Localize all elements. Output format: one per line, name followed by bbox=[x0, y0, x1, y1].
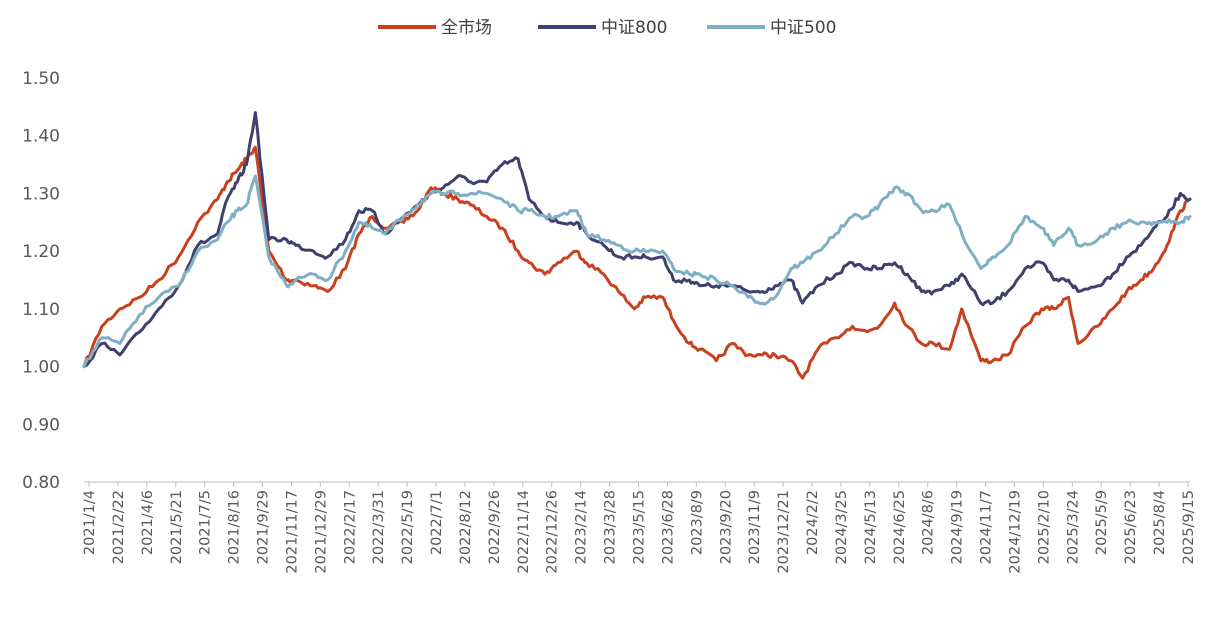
y-tick-label: 0.90 bbox=[22, 415, 60, 435]
x-tick-label: 2024/6/25 bbox=[892, 490, 908, 564]
x-tick-label: 2022/5/19 bbox=[400, 490, 416, 564]
x-tick-label: 2025/2/10 bbox=[1036, 490, 1052, 564]
x-tick-label: 2021/2/22 bbox=[111, 490, 127, 564]
x-tick-label: 2022/2/17 bbox=[342, 490, 358, 564]
series-line-2 bbox=[82, 111, 1192, 369]
y-tick-label: 1.00 bbox=[22, 358, 60, 378]
series-lines bbox=[82, 111, 1192, 380]
x-tick-label: 2025/3/24 bbox=[1065, 490, 1081, 564]
y-tick-label: 1.40 bbox=[22, 127, 60, 147]
y-tick-label: 1.20 bbox=[22, 242, 60, 262]
x-tick-label: 2021/4/6 bbox=[140, 490, 156, 555]
x-tick-label: 2024/9/19 bbox=[950, 490, 966, 564]
x-tick-label: 2023/3/28 bbox=[603, 490, 619, 564]
x-tick-label: 2024/11/7 bbox=[979, 490, 995, 564]
x-tick-label: 2023/6/28 bbox=[660, 490, 676, 564]
series-line-3 bbox=[82, 174, 1192, 369]
x-tick-label: 2025/9/15 bbox=[1181, 490, 1197, 564]
x-tick-label: 2021/8/16 bbox=[227, 490, 243, 564]
legend: 全市场 中证800 中证500 bbox=[378, 18, 836, 38]
x-tick-label: 2024/12/19 bbox=[1007, 490, 1023, 574]
x-tick-label: 2024/5/13 bbox=[863, 490, 879, 564]
x-tick-label: 2022/11/14 bbox=[516, 490, 532, 574]
y-tick-label: 1.50 bbox=[22, 69, 60, 89]
y-tick-label: 1.30 bbox=[22, 184, 60, 204]
x-tick-label: 2022/8/12 bbox=[458, 490, 474, 564]
legend-label: 中证500 bbox=[770, 18, 836, 38]
x-tick-label: 2023/9/20 bbox=[718, 490, 734, 564]
y-tick-label: 1.10 bbox=[22, 300, 60, 320]
y-axis: 0.80 0.90 1.00 1.10 1.20 1.30 1.40 1.50 bbox=[22, 69, 60, 493]
y-tick-label: 0.80 bbox=[22, 473, 60, 493]
x-tick-label: 2023/5/15 bbox=[632, 490, 648, 564]
x-tick-label: 2025/8/4 bbox=[1152, 490, 1168, 555]
x-tick-label: 2023/11/9 bbox=[747, 490, 763, 564]
x-tick-label: 2025/5/9 bbox=[1094, 490, 1110, 555]
legend-label: 全市场 bbox=[441, 18, 492, 38]
x-tick-label: 2021/12/29 bbox=[313, 490, 329, 574]
x-tick-label: 2022/7/1 bbox=[429, 490, 445, 555]
x-tick-label: 2021/9/29 bbox=[256, 490, 272, 564]
x-axis: 2021/1/4 2021/2/22 2021/4/6 2021/5/21 2021/7… bbox=[82, 481, 1197, 574]
x-tick-label: 2021/11/17 bbox=[284, 490, 300, 574]
x-tick-label: 2022/12/26 bbox=[545, 490, 561, 574]
x-tick-label: 2024/8/6 bbox=[921, 490, 937, 555]
x-tick-label: 2023/8/9 bbox=[689, 490, 705, 555]
x-tick-label: 2024/3/25 bbox=[834, 490, 850, 564]
x-tick-label: 2022/3/31 bbox=[371, 490, 387, 564]
series-line-1 bbox=[82, 145, 1192, 380]
x-tick-label: 2021/7/5 bbox=[198, 490, 214, 555]
x-tick-label: 2021/5/21 bbox=[169, 490, 185, 564]
legend-label: 中证800 bbox=[601, 18, 667, 38]
x-tick-label: 2025/6/23 bbox=[1123, 490, 1139, 564]
x-tick-label: 2023/2/14 bbox=[574, 490, 590, 564]
x-tick-label: 2022/9/26 bbox=[487, 490, 503, 564]
x-tick-label: 2021/1/4 bbox=[82, 490, 98, 555]
x-tick-label: 2024/2/2 bbox=[805, 490, 821, 555]
x-tick-label: 2023/12/21 bbox=[776, 490, 792, 574]
